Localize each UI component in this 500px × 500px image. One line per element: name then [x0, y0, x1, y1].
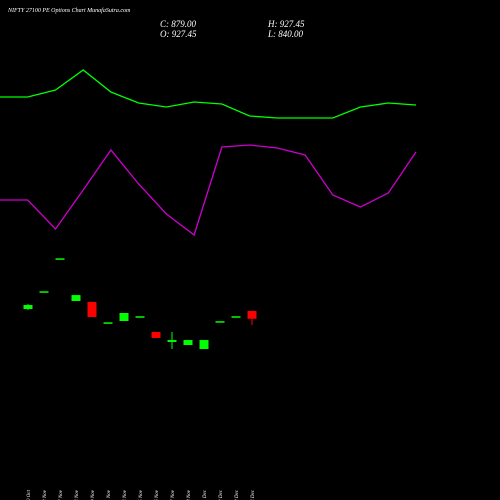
header-low: L: 840.00 [267, 29, 304, 39]
candle-body [151, 332, 161, 338]
candle-body [23, 304, 33, 309]
candle-body [55, 258, 65, 260]
x-tick-label: 02 Dec [219, 489, 224, 500]
chart-title: NIFTY 27100 PE Options Chart MunafaSutra… [7, 7, 131, 14]
x-tick-label: 07 Nov [59, 489, 64, 500]
x-tick-label: 26 Nov [155, 489, 160, 500]
candle-body [199, 340, 209, 349]
candle-body [71, 295, 81, 301]
indicator-line [0, 69, 417, 119]
x-tick-label: 20 Oct [27, 489, 32, 500]
x-tick-label: 01 Dec [203, 489, 208, 500]
candle-body [231, 316, 241, 318]
candle-body [119, 312, 129, 321]
x-tick-label: 14 Nov [75, 489, 80, 500]
x-tick-label: 27 Nov [171, 489, 176, 500]
candle-body [103, 322, 113, 324]
x-tick-label: 19 Nov [91, 489, 96, 500]
x-tick-label: 03 Dec [235, 489, 240, 500]
x-tick-label: 21 Nov [107, 489, 112, 500]
indicator-line [0, 144, 417, 237]
header-close: C: 879.00 [160, 19, 197, 29]
candle-body [183, 340, 193, 345]
x-tick-label: 03 Nov [43, 489, 48, 500]
candle-body [215, 321, 225, 323]
candle-body [247, 311, 257, 319]
header-open: O: 927.45 [160, 29, 197, 39]
x-tick-label: 04 Dec [251, 489, 256, 500]
x-tick-label: 28 Nov [187, 489, 192, 500]
candle-body [87, 301, 97, 317]
candle-body [135, 316, 145, 318]
candle-body [39, 291, 49, 293]
x-tick-label: 25 Nov [139, 489, 144, 500]
header-high: H: 927.45 [267, 19, 305, 29]
x-tick-label: 24 Nov [123, 489, 128, 500]
candle-body [167, 340, 177, 342]
